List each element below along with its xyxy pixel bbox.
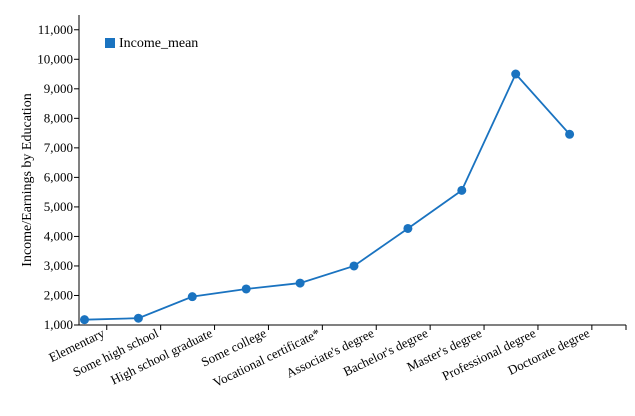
y-tick-label: 7,000 [44,140,73,155]
legend-swatch [105,38,115,48]
legend-label: Income_mean [119,36,198,51]
data-point [80,315,89,325]
x-tick-label: Professional degree [440,325,539,383]
y-tick-label: 6,000 [44,169,73,184]
y-tick-label: 1,000 [44,317,73,332]
data-point [511,69,521,79]
y-tick-label: 5,000 [44,199,73,214]
data-point [457,185,467,195]
data-point [403,223,413,233]
y-tick-label: 8,000 [44,110,73,125]
data-point [349,261,359,271]
legend: Income_mean [105,36,198,51]
data-point [241,284,251,294]
data-point [187,292,197,302]
y-tick-label: 10,000 [37,51,73,66]
y-axis-title: Income/Earnings by Education [20,93,35,266]
series-layer [80,69,575,325]
data-point [295,278,305,288]
y-tick-label: 4,000 [44,228,73,243]
data-point [133,313,143,323]
y-tick-label: 9,000 [44,81,73,96]
data-point [565,129,575,139]
y-tick-label: 11,000 [38,22,73,37]
y-tick-label: 2,000 [44,287,73,302]
y-tick-label: 3,000 [44,258,73,273]
series-line [84,72,571,321]
y-axis: 1,000 2,000 3,000 4,000 5,000 6,000 7,000 8,000… [37,15,80,332]
